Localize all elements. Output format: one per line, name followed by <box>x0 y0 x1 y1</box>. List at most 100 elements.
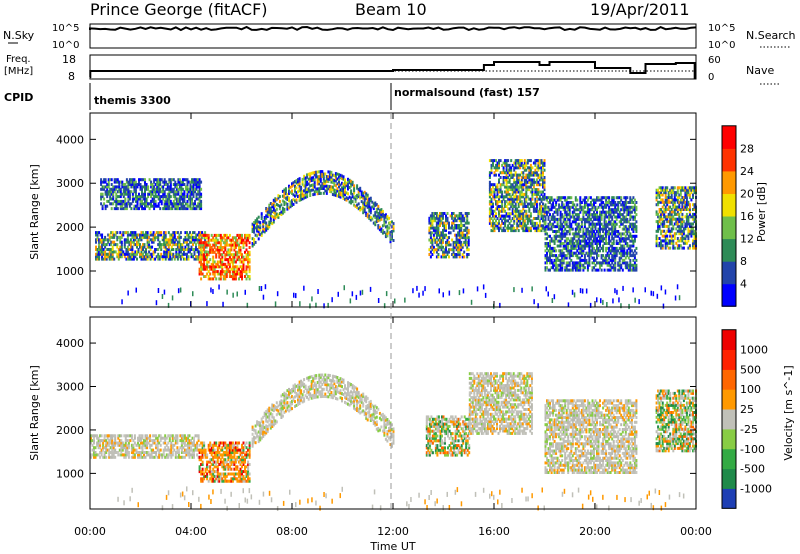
power-echo-cell <box>588 261 591 265</box>
power-echo-cell <box>269 206 272 210</box>
power-echo-cell <box>350 191 353 195</box>
power-echo-cell <box>552 263 555 267</box>
power-echo-cell <box>588 237 591 241</box>
power-echo-cell <box>130 183 133 186</box>
power-echo-cell <box>565 261 568 265</box>
power-echo-cell <box>688 229 691 233</box>
power-echo-cell <box>571 251 574 255</box>
power-echo-cell <box>263 220 266 224</box>
power-echo-cell <box>577 217 580 221</box>
power-echo-cell <box>119 255 122 259</box>
power-echo-cell <box>513 226 516 230</box>
power-echo-cell <box>504 217 507 220</box>
power-ground-scatter <box>274 301 277 307</box>
power-echo-cell <box>292 181 295 185</box>
power-echo-cell <box>535 205 538 208</box>
power-echo-cell <box>507 163 510 167</box>
power-echo-cell <box>609 249 612 253</box>
power-echo-cell <box>599 220 601 224</box>
power-echo-cell <box>558 234 561 238</box>
power-echo-cell <box>688 203 691 207</box>
power-echo-cell <box>488 207 491 211</box>
power-echo-cell <box>498 190 500 194</box>
power-echo-cell <box>583 261 586 265</box>
power-echo-cell <box>212 262 215 266</box>
power-echo-cell <box>128 190 131 194</box>
power-echo-cell <box>207 233 210 237</box>
power-echo-cell <box>178 197 181 201</box>
power-echo-cell <box>589 244 592 248</box>
power-echo-cell <box>606 246 609 250</box>
power-echo-cell <box>268 213 271 217</box>
power-echo-cell <box>319 187 322 190</box>
power-echo-cell <box>142 197 145 201</box>
power-echo-cell <box>272 206 275 210</box>
power-echo-cell <box>231 270 234 274</box>
power-echo-cell <box>605 210 608 214</box>
power-echo-cell <box>435 233 438 237</box>
power-echo-cell <box>134 233 137 237</box>
power-echo-cell <box>526 214 529 218</box>
power-echo-cell <box>131 255 134 259</box>
power-echo-cell <box>157 197 160 201</box>
power-echo-cell <box>461 233 464 237</box>
power-echo-cell <box>609 258 612 262</box>
power-echo-cell <box>198 197 201 201</box>
power-echo-cell <box>626 261 629 265</box>
power-echo-cell <box>611 237 614 241</box>
power-echo-cell <box>543 159 546 163</box>
power-echo-cell <box>555 225 558 229</box>
power-echo-cell <box>510 200 513 204</box>
power-echo-cell <box>547 244 550 248</box>
power-echo-cell <box>579 256 582 260</box>
power-echo-cell <box>342 187 345 191</box>
power-echo-cell <box>434 226 437 230</box>
power-echo-cell <box>139 245 141 249</box>
power-echo-cell <box>457 243 460 247</box>
power-echo-cell <box>626 232 629 236</box>
power-echo-cell <box>552 246 555 250</box>
power-echo-cell <box>145 252 147 256</box>
power-echo-cell <box>351 183 354 187</box>
power-echo-cell <box>577 234 580 238</box>
power-echo-cell <box>609 201 612 204</box>
power-echo-cell <box>542 178 544 182</box>
power-echo-cell <box>507 229 510 233</box>
power-echo-cell <box>556 198 559 202</box>
power-echo-cell <box>113 185 116 189</box>
power-echo-cell <box>112 195 115 199</box>
power-echo-cell <box>181 192 184 196</box>
power-echo-cell <box>685 200 688 204</box>
power-echo-cell <box>460 226 463 230</box>
power-echo-cell <box>526 173 529 177</box>
power-echo-cell <box>670 196 673 199</box>
power-echo-cell <box>510 226 513 230</box>
power-echo-cell <box>673 222 676 226</box>
power-echo-cell <box>98 255 101 259</box>
power-echo-cell <box>195 255 197 259</box>
power-echo-cell <box>159 178 162 182</box>
power-echo-cell <box>295 198 298 202</box>
power-echo-cell <box>284 201 287 205</box>
power-echo-cell <box>552 198 555 202</box>
power-echo-cell <box>210 265 213 269</box>
power-echo-cell <box>151 255 154 259</box>
power-echo-cell <box>151 252 154 256</box>
power-echo-cell <box>228 272 231 276</box>
power-echo-cell <box>259 233 262 237</box>
power-echo-cell <box>614 210 617 214</box>
power-echo-cell <box>562 251 565 255</box>
power-echo-cell <box>501 195 504 199</box>
power-echo-cell <box>609 227 612 231</box>
power-echo-cell <box>139 183 142 186</box>
power-echo-cell <box>501 163 504 167</box>
power-echo-cell <box>508 185 511 189</box>
power-echo-cell <box>248 236 251 240</box>
power-echo-cell <box>391 220 393 224</box>
power-echo-cell <box>664 246 667 250</box>
nave-tick-top: 60 <box>708 55 721 66</box>
power-echo-cell <box>576 242 579 245</box>
power-echo-cell <box>127 195 130 199</box>
power-echo-cell <box>588 234 591 238</box>
power-echo-cell <box>336 172 339 176</box>
